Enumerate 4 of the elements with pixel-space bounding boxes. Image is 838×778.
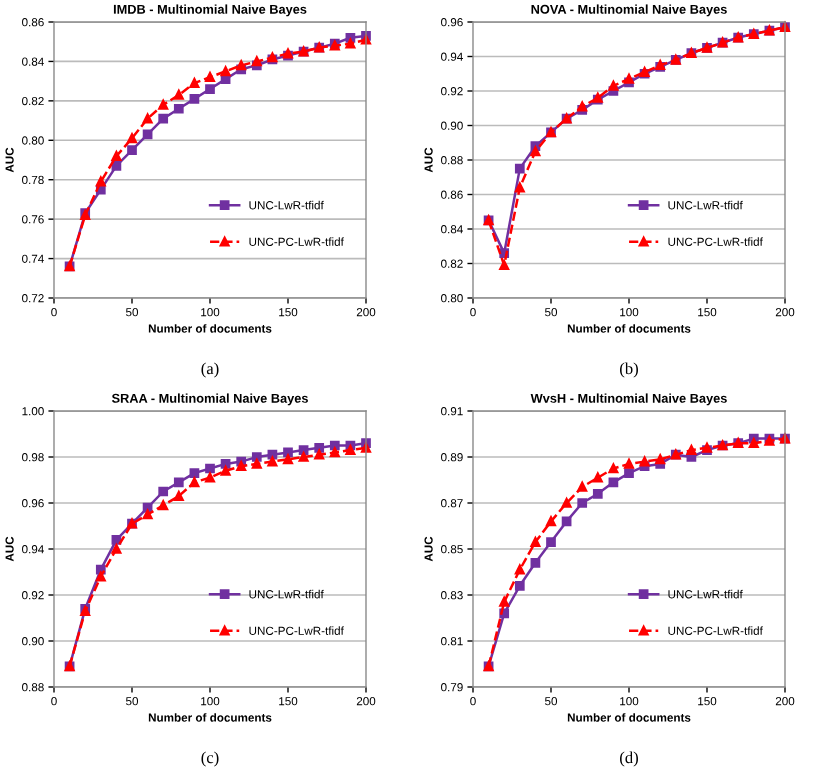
text: (b): [620, 362, 638, 378]
text: (d): [620, 751, 638, 767]
text: (a): [201, 362, 219, 378]
text: (c): [201, 751, 219, 767]
